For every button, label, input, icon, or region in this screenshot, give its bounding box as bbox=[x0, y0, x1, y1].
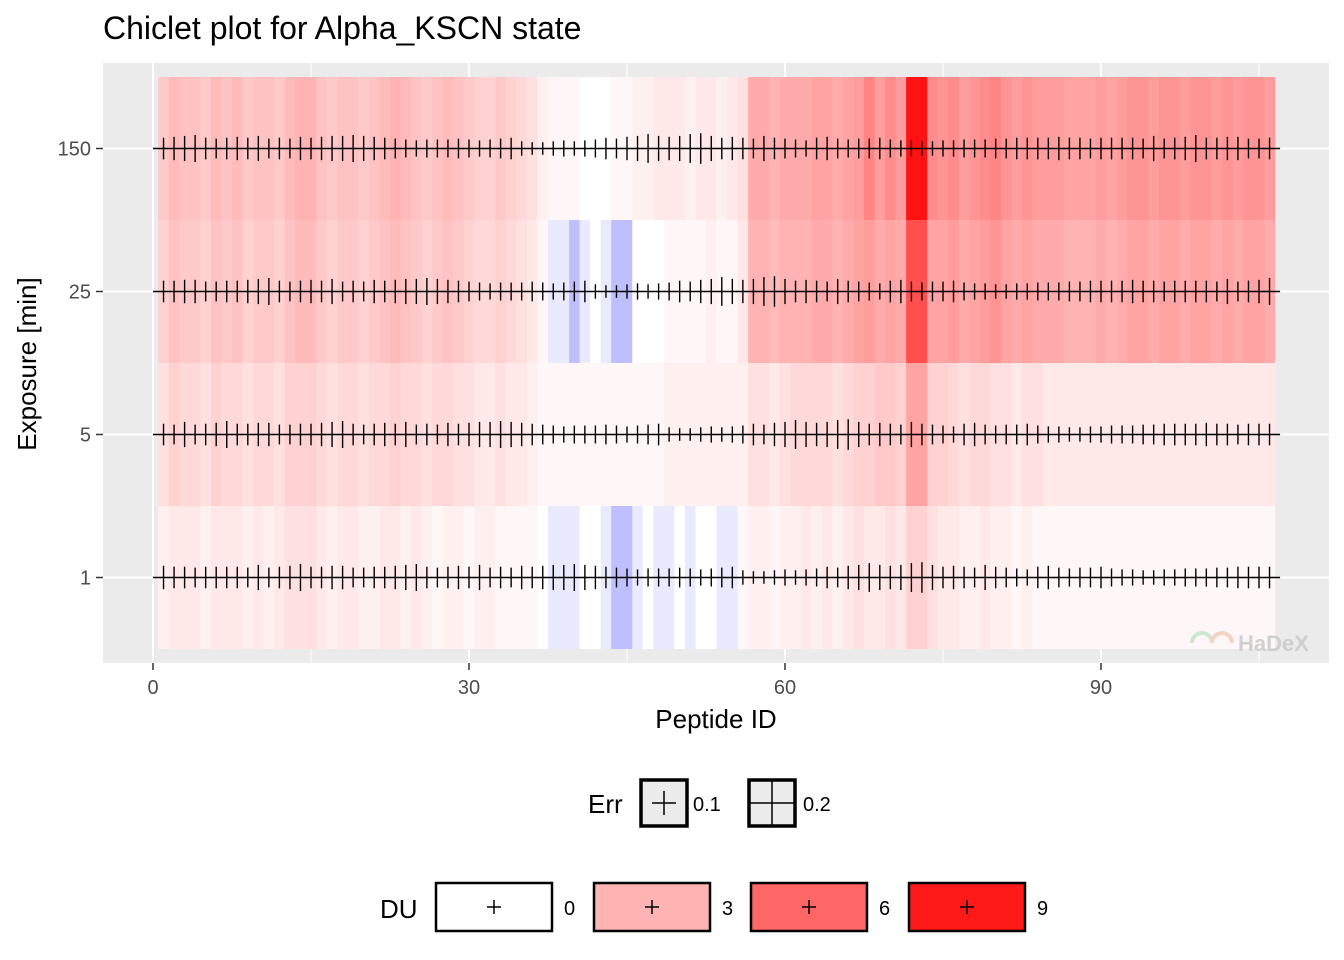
watermark-text: HaDeX bbox=[1238, 631, 1309, 656]
err-legend: Err 0.1 0.2 bbox=[588, 778, 831, 828]
x-tick-label: 0 bbox=[147, 677, 158, 699]
err-legend-label: 0.2 bbox=[803, 794, 831, 816]
x-tick-label: 30 bbox=[458, 677, 480, 699]
y-tick-label: 25 bbox=[69, 282, 91, 304]
du-legend-label: 3 bbox=[722, 898, 733, 920]
x-tick-label: 90 bbox=[1090, 677, 1112, 699]
du-legend-label: 0 bbox=[564, 898, 575, 920]
err-legend-label: 0.1 bbox=[693, 794, 721, 816]
y-tick-label: 150 bbox=[58, 139, 91, 161]
x-tick-label: 60 bbox=[774, 677, 796, 699]
watermark-logo-icon bbox=[1190, 631, 1234, 644]
du-legend-title: DU bbox=[380, 894, 418, 924]
err-legend-title: Err bbox=[588, 789, 623, 819]
du-legend-label: 6 bbox=[879, 898, 890, 920]
x-axis-title: Peptide ID bbox=[655, 704, 776, 734]
y-axis-title: Exposure [min] bbox=[12, 277, 42, 450]
chart-title: Chiclet plot for Alpha_KSCN state bbox=[103, 10, 581, 46]
heatmap-tiles bbox=[158, 77, 1276, 649]
du-legend-label: 9 bbox=[1037, 898, 1048, 920]
axes: 0 30 60 90 1 5 25 150 bbox=[58, 139, 1113, 700]
y-tick-label: 5 bbox=[80, 425, 91, 447]
error-bars bbox=[153, 133, 1281, 593]
du-legend: DU 0 3 6 9 bbox=[380, 881, 1048, 933]
y-tick-label: 1 bbox=[80, 568, 91, 590]
du-legend-key bbox=[434, 881, 554, 933]
